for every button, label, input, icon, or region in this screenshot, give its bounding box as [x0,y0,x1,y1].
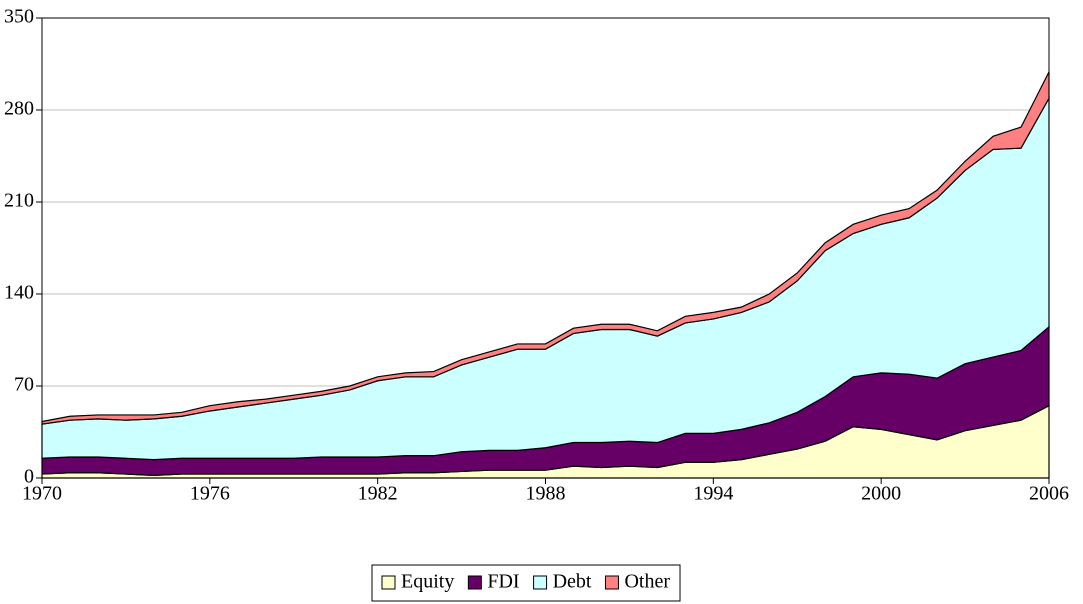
y-tick-label: 70 [14,374,34,396]
legend-label: Equity [401,571,454,593]
x-tick-label: 1970 [22,483,62,505]
y-tick-label: 350 [4,6,34,28]
legend-swatch [381,575,396,590]
y-tick-label: 210 [4,190,34,212]
legend-swatch [467,575,482,590]
legend-label: Other [624,571,670,593]
legend-swatch [533,575,548,590]
legend-label: FDI [487,571,519,593]
x-tick-label: 1988 [526,483,566,505]
x-tick-label: 1994 [693,483,733,505]
x-tick-label: 2006 [1029,483,1069,505]
y-tick-label: 140 [4,282,34,304]
y-tick-label: 0 [24,466,34,488]
legend-swatch [604,575,619,590]
x-tick-label: 1982 [358,483,398,505]
y-tick-label: 280 [4,98,34,120]
legend-label: Debt [553,571,592,593]
legend: Equity FDI Debt Other [371,564,681,602]
legend-box [371,564,681,602]
x-tick-label: 1976 [190,483,230,505]
x-tick-label: 2000 [861,483,901,505]
